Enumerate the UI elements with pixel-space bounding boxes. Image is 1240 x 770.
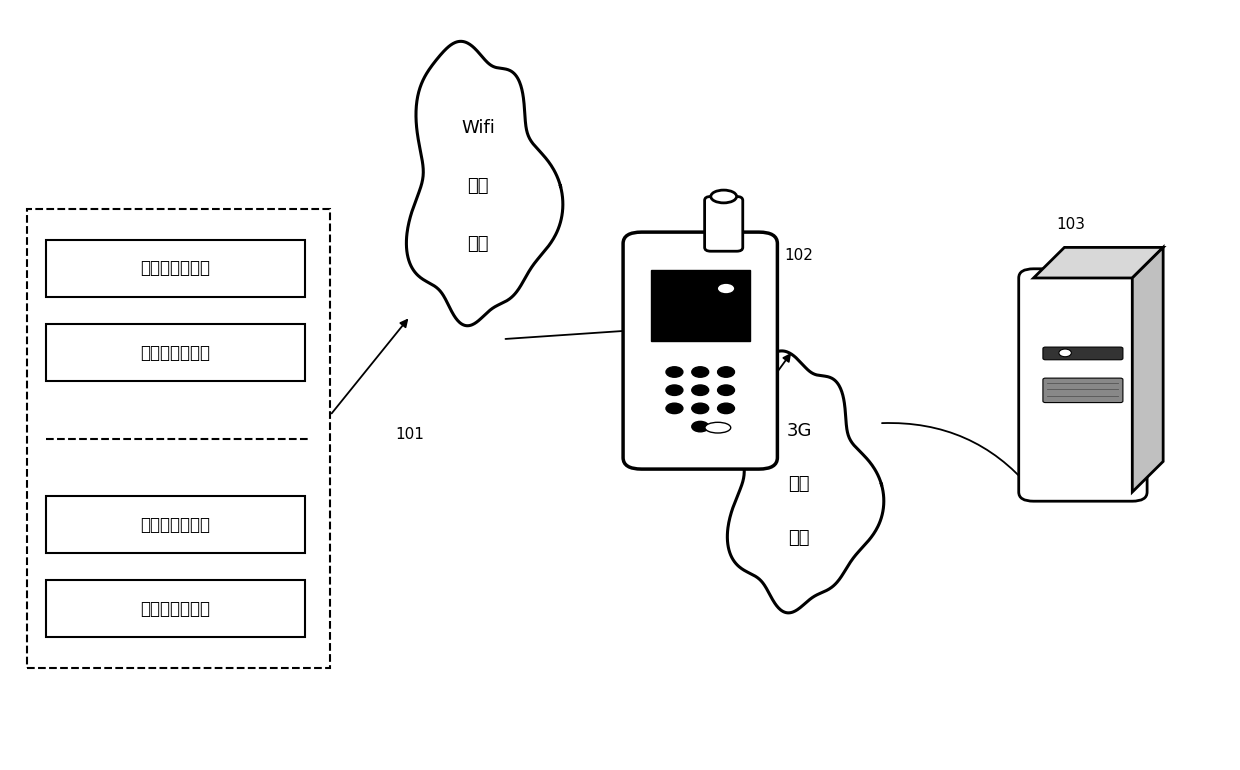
Polygon shape (1132, 247, 1163, 492)
Circle shape (666, 403, 683, 413)
FancyBboxPatch shape (1019, 269, 1147, 501)
FancyBboxPatch shape (651, 270, 750, 341)
Text: 103: 103 (1056, 217, 1085, 232)
Text: 3G: 3G (786, 422, 812, 440)
Circle shape (718, 403, 734, 413)
Circle shape (692, 403, 709, 413)
Circle shape (718, 385, 734, 396)
FancyBboxPatch shape (1043, 378, 1123, 403)
Text: 温湿度采集装置: 温湿度采集装置 (140, 515, 211, 534)
Text: 连接: 连接 (789, 529, 810, 547)
Polygon shape (407, 42, 563, 326)
FancyBboxPatch shape (46, 324, 305, 381)
FancyBboxPatch shape (46, 239, 305, 297)
Text: 101: 101 (396, 427, 424, 442)
Ellipse shape (704, 422, 730, 433)
FancyBboxPatch shape (46, 580, 305, 638)
Circle shape (1059, 349, 1071, 357)
Circle shape (692, 367, 709, 377)
Circle shape (666, 385, 683, 396)
Circle shape (718, 367, 734, 377)
Polygon shape (728, 351, 884, 613)
FancyBboxPatch shape (46, 496, 305, 553)
FancyBboxPatch shape (27, 209, 330, 668)
Circle shape (692, 421, 709, 432)
Polygon shape (1033, 247, 1163, 278)
Text: 通信: 通信 (789, 475, 810, 494)
Text: 温湿度采集装置: 温湿度采集装置 (140, 600, 211, 618)
FancyBboxPatch shape (1043, 347, 1123, 360)
Text: 温湿度采集装置: 温湿度采集装置 (140, 259, 211, 277)
FancyBboxPatch shape (622, 232, 777, 469)
Ellipse shape (711, 190, 737, 203)
Text: 连接: 连接 (467, 236, 489, 253)
Text: 通信: 通信 (467, 177, 489, 196)
Circle shape (692, 385, 709, 396)
Text: 温湿度采集装置: 温湿度采集装置 (140, 343, 211, 361)
Ellipse shape (717, 283, 735, 294)
FancyBboxPatch shape (704, 196, 743, 251)
Text: 102: 102 (785, 247, 813, 263)
Circle shape (666, 367, 683, 377)
Text: Wifi: Wifi (461, 119, 495, 137)
